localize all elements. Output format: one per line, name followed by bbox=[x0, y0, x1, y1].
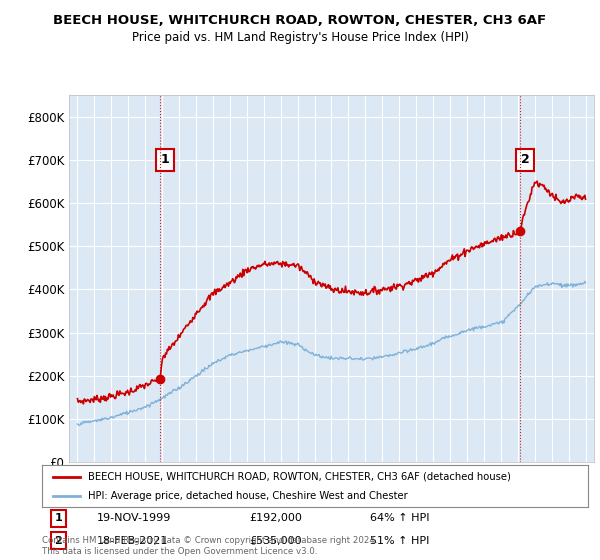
Text: 19-NOV-1999: 19-NOV-1999 bbox=[97, 514, 171, 524]
Text: 2: 2 bbox=[521, 153, 529, 166]
Text: 2: 2 bbox=[55, 536, 62, 546]
Text: 64% ↑ HPI: 64% ↑ HPI bbox=[370, 514, 429, 524]
Text: £192,000: £192,000 bbox=[250, 514, 302, 524]
Text: BEECH HOUSE, WHITCHURCH ROAD, ROWTON, CHESTER, CH3 6AF: BEECH HOUSE, WHITCHURCH ROAD, ROWTON, CH… bbox=[53, 14, 547, 27]
Text: HPI: Average price, detached house, Cheshire West and Chester: HPI: Average price, detached house, Ches… bbox=[88, 491, 408, 501]
Text: 51% ↑ HPI: 51% ↑ HPI bbox=[370, 536, 429, 546]
Text: BEECH HOUSE, WHITCHURCH ROAD, ROWTON, CHESTER, CH3 6AF (detached house): BEECH HOUSE, WHITCHURCH ROAD, ROWTON, CH… bbox=[88, 472, 511, 482]
Text: £535,000: £535,000 bbox=[250, 536, 302, 546]
Text: 1: 1 bbox=[55, 514, 62, 524]
Text: Price paid vs. HM Land Registry's House Price Index (HPI): Price paid vs. HM Land Registry's House … bbox=[131, 31, 469, 44]
Text: 18-FEB-2021: 18-FEB-2021 bbox=[97, 536, 168, 546]
Text: Contains HM Land Registry data © Crown copyright and database right 2024.
This d: Contains HM Land Registry data © Crown c… bbox=[42, 536, 377, 556]
Text: 1: 1 bbox=[161, 153, 170, 166]
